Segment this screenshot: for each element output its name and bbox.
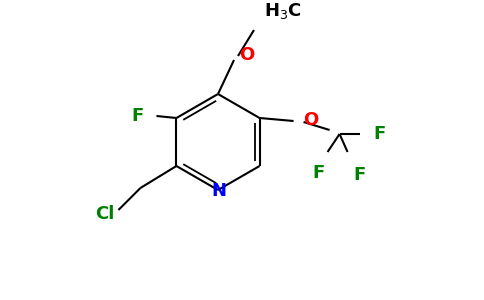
Text: F: F [313, 164, 325, 182]
Text: N: N [212, 182, 227, 200]
Text: H$_3$C: H$_3$C [264, 1, 302, 21]
Text: F: F [131, 107, 143, 125]
Text: O: O [303, 111, 319, 129]
Text: O: O [239, 46, 254, 64]
Text: F: F [354, 166, 366, 184]
Text: Cl: Cl [95, 205, 114, 223]
Text: F: F [374, 125, 386, 143]
